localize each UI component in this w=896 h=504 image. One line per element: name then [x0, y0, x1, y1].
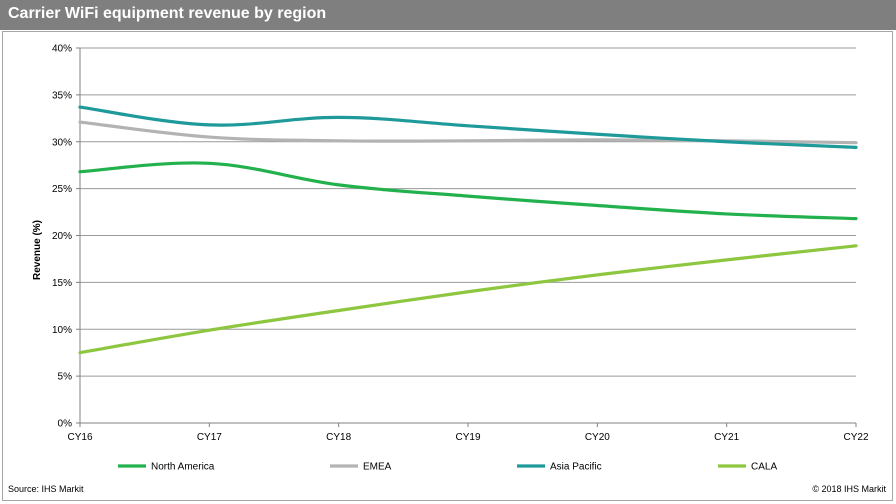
source-note: Source: IHS Markit	[8, 484, 84, 494]
title-bar: Carrier WiFi equipment revenue by region	[0, 0, 896, 30]
legend-label-cala: CALA	[751, 462, 777, 473]
copyright-note: © 2018 IHS Markit	[812, 484, 886, 494]
series-lines	[78, 105, 858, 355]
legend-label-north-america: North America	[151, 462, 215, 473]
x-tick-label: CY19	[455, 432, 480, 443]
y-tick-label: 40%	[52, 44, 72, 55]
y-tick-label: 25%	[52, 184, 72, 195]
legend: North America EMEA Asia Pacific CALA	[118, 462, 777, 473]
x-tick-label: CY22	[843, 432, 868, 443]
x-tick-label: CY20	[585, 432, 610, 443]
series-line-asia-pacific	[78, 105, 858, 149]
x-tick-label: CY16	[67, 432, 92, 443]
gridlines	[76, 47, 856, 424]
y-tick-label: 20%	[52, 231, 72, 242]
legend-label-emea: EMEA	[363, 462, 392, 473]
y-tick-label: 5%	[58, 372, 73, 383]
y-tick-label: 35%	[52, 90, 72, 101]
y-tick-label: 10%	[52, 325, 72, 336]
y-tick-labels: 0% 5% 10% 15% 20% 25% 30% 35% 40%	[52, 44, 72, 430]
x-tick-label: CY21	[714, 432, 739, 443]
y-tick-label: 15%	[52, 278, 72, 289]
chart-title: Carrier WiFi equipment revenue by region	[8, 5, 327, 22]
x-tick-label: CY18	[326, 432, 351, 443]
x-tick-label: CY17	[197, 432, 222, 443]
series-line-north-america	[78, 161, 858, 221]
y-tick-label: 0%	[58, 419, 73, 430]
legend-label-asia-pacific: Asia Pacific	[550, 462, 602, 473]
chart-frame	[2, 31, 893, 501]
x-tick-labels: CY16 CY17 CY18 CY19 CY20 CY21 CY22	[67, 423, 869, 443]
y-tick-label: 30%	[52, 137, 72, 148]
series-line-cala	[78, 244, 858, 355]
y-axis-label: Revenue (%)	[32, 220, 43, 280]
